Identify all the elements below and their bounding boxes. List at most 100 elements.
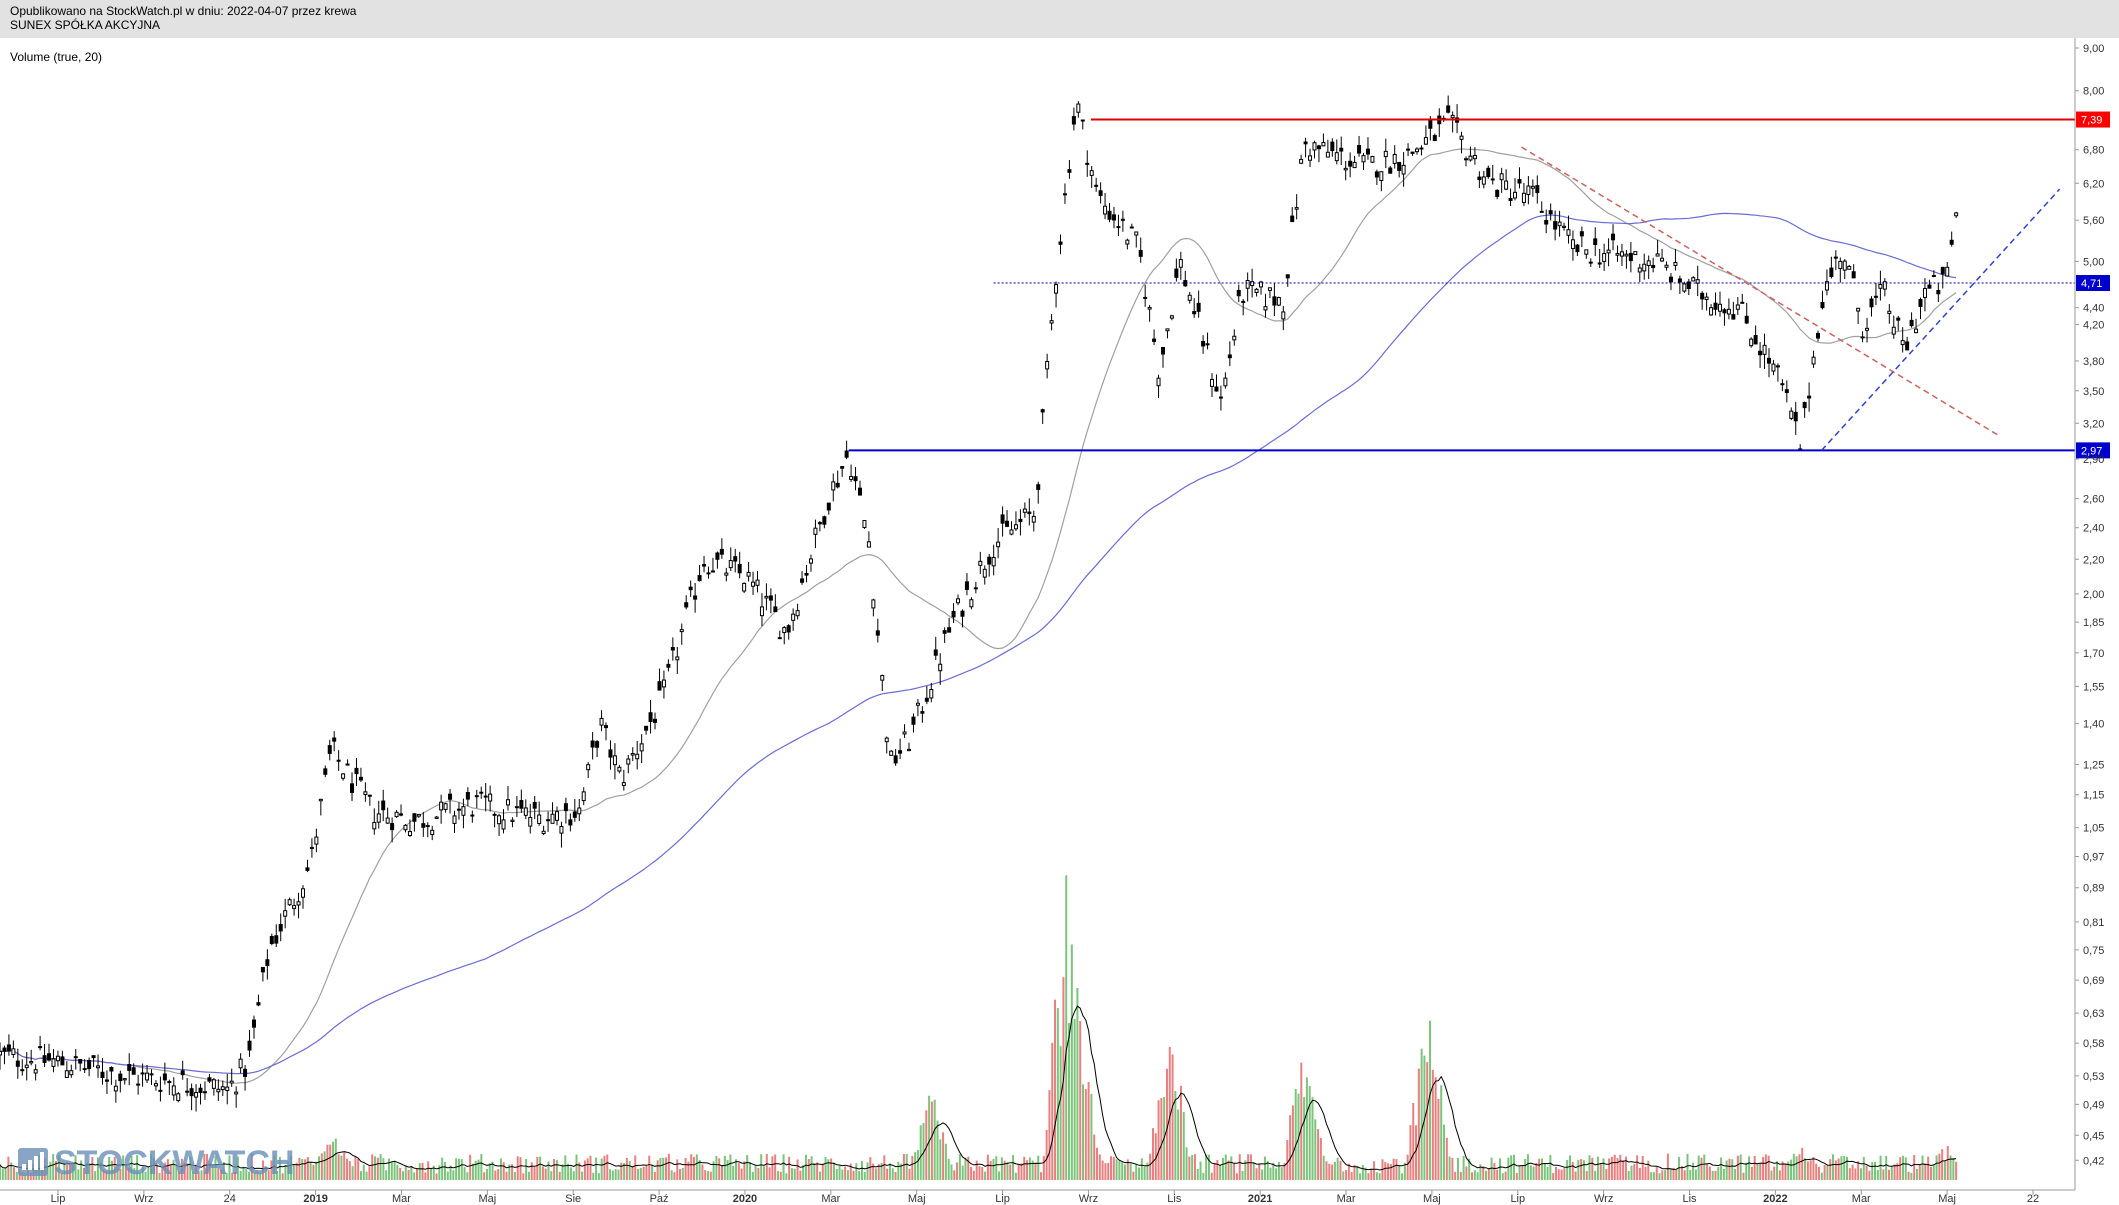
volume-bar — [1546, 1166, 1549, 1180]
volume-bar — [189, 1156, 192, 1180]
candle-body — [283, 910, 288, 917]
candle-body — [1085, 162, 1090, 165]
volume-bar — [1540, 1158, 1543, 1180]
volume-bar — [648, 1155, 651, 1180]
candle-body — [960, 610, 965, 617]
y-tick-label: 2,90 — [2083, 454, 2104, 466]
x-tick-label: Mar — [1337, 1193, 1356, 1205]
volume-bar — [1202, 1172, 1205, 1180]
y-tick-label: 1,55 — [2083, 681, 2104, 693]
candle-body — [1036, 484, 1041, 490]
volume-bar — [785, 1173, 788, 1180]
volume-bar — [1924, 1163, 1927, 1180]
volume-bar — [110, 1160, 113, 1180]
volume-bar — [1009, 1164, 1012, 1180]
candle-body — [1646, 260, 1651, 266]
volume-bar — [835, 1169, 838, 1180]
volume-bar — [169, 1164, 172, 1180]
volume-bar — [1129, 1163, 1132, 1180]
volume-bar — [66, 1161, 69, 1180]
candle-body — [728, 560, 733, 569]
candle-body — [1374, 171, 1379, 178]
volume-bar — [1935, 1155, 1938, 1180]
candle-body — [1780, 383, 1785, 386]
candle-body — [1299, 158, 1304, 164]
volume-bar — [178, 1171, 181, 1180]
volume-bar — [1529, 1165, 1532, 1180]
candle-body — [737, 563, 742, 574]
volume-bar — [119, 1168, 122, 1180]
volume-bar — [1199, 1161, 1202, 1180]
candle-body — [55, 1055, 60, 1062]
volume-bar — [595, 1157, 598, 1180]
volume-bar — [337, 1154, 340, 1180]
candle-body — [1593, 238, 1598, 246]
volume-bar — [1252, 1162, 1255, 1180]
candle-body — [1330, 141, 1335, 152]
volume-bar — [68, 1162, 71, 1180]
candle-body — [1744, 315, 1749, 324]
candle-body — [1116, 226, 1121, 229]
candle-body — [1820, 301, 1825, 309]
volume-bar — [1056, 1008, 1059, 1180]
volume-bar — [1054, 999, 1057, 1180]
volume-bar — [1068, 1023, 1071, 1180]
volume-bar — [234, 1172, 237, 1180]
candle-body — [1873, 295, 1878, 298]
volume-bar — [958, 1154, 961, 1180]
candle-body — [296, 901, 301, 906]
volume-bar — [561, 1164, 564, 1180]
candle-body — [1624, 253, 1629, 257]
candle-body — [29, 1061, 34, 1064]
candle-body — [15, 1060, 20, 1067]
candle-body — [149, 1073, 154, 1076]
candle-body — [64, 1070, 69, 1078]
x-tick-label: Paź — [650, 1193, 669, 1205]
volume-bar — [1322, 1155, 1325, 1180]
volume-bar — [631, 1166, 634, 1180]
volume-bar — [827, 1159, 830, 1180]
volume-bar — [77, 1169, 80, 1180]
candle-body — [581, 791, 586, 802]
volume-bar — [49, 1161, 52, 1180]
volume-bar — [494, 1170, 497, 1180]
candles-layer — [0, 95, 1959, 1112]
volume-bar — [281, 1173, 284, 1180]
volume-bar — [525, 1159, 528, 1180]
volume-bar — [583, 1160, 586, 1180]
volume-bar — [936, 1120, 939, 1180]
x-tick-label: Wrz — [134, 1193, 153, 1205]
x-tick-label: Lip — [1510, 1193, 1525, 1205]
candle-body — [1334, 152, 1339, 162]
candle-body — [492, 813, 497, 816]
candle-body — [510, 819, 515, 822]
candle-body — [786, 625, 791, 633]
volume-bar — [1929, 1166, 1932, 1180]
volume-bar — [998, 1171, 1001, 1180]
candle-body — [947, 627, 952, 633]
volume-bar — [1876, 1169, 1879, 1180]
moving-average-short — [0, 148, 1957, 1084]
volume-bar — [603, 1155, 606, 1180]
mid_level-price-label: 4,71 — [2081, 278, 2102, 290]
candle-body — [1000, 514, 1005, 524]
volume-bar — [1174, 1090, 1177, 1180]
volume-bar — [1303, 1097, 1306, 1180]
volume-bar — [276, 1171, 279, 1180]
volume-bar — [306, 1157, 309, 1180]
volume-bar — [82, 1167, 85, 1180]
volume-bar — [1266, 1160, 1269, 1180]
candle-body — [1152, 338, 1157, 342]
volume-bar — [1143, 1166, 1146, 1180]
candle-body — [87, 1059, 92, 1070]
candle-body — [1847, 265, 1852, 270]
candle-body — [1838, 260, 1843, 270]
candle-body — [1107, 210, 1112, 220]
candle-body — [225, 1086, 230, 1092]
volume-bar — [687, 1161, 690, 1180]
volume-bar — [4, 1167, 7, 1180]
volume-bar — [410, 1165, 413, 1180]
volume-bar — [1843, 1156, 1846, 1180]
candle-body — [1562, 225, 1567, 228]
candle-body — [354, 767, 359, 775]
